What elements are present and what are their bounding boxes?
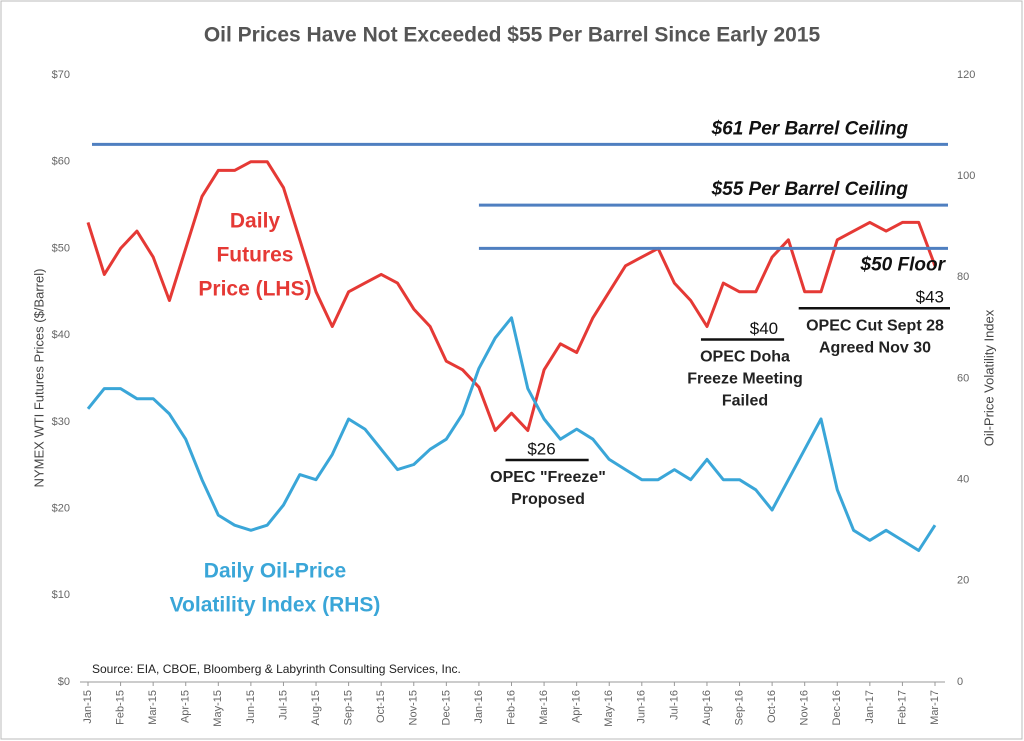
y2-tick-label: 100 <box>957 170 975 182</box>
x-tick-label: Jan-17 <box>864 690 876 724</box>
level-label: $40 <box>750 319 778 338</box>
x-tick-label: Apr-16 <box>571 690 583 723</box>
x-tick-label: Aug-16 <box>701 690 713 725</box>
level-label: $26 <box>527 439 555 458</box>
y2-tick-label: 80 <box>957 271 969 283</box>
x-tick-label: Jun-16 <box>636 690 648 724</box>
y-tick-label: $10 <box>52 589 70 601</box>
level-label: $43 <box>916 288 944 307</box>
series-line <box>86 316 937 552</box>
x-tick-label: Jan-16 <box>473 690 485 724</box>
reference-label: $55 Per Barrel Ceiling <box>711 179 909 200</box>
y2-tick-label: 20 <box>957 575 969 587</box>
y2-tick-label: 120 <box>957 69 975 81</box>
source: Source: EIA, CBOE, Bloomberg & Labyrinth… <box>92 662 461 676</box>
y-axis-title: NYMEX WTI Futures Prices ($/Barrel) <box>31 269 46 488</box>
x-tick-label: May-16 <box>603 690 615 727</box>
x-tick-label: Mar-17 <box>929 690 941 725</box>
y2-tick-label: 60 <box>957 372 969 384</box>
level-note: Agreed Nov 30 <box>819 339 931 356</box>
y2-axis-title: Oil-Price Volatility Index <box>981 309 996 446</box>
x-tick-label: Aug-15 <box>310 690 322 725</box>
x-tick-label: Mar-16 <box>538 690 550 725</box>
series-label: Price (LHS) <box>198 278 311 301</box>
y-tick-label: $30 <box>52 416 70 428</box>
series-label: Daily Oil-Price <box>204 560 346 583</box>
level-note: OPEC Doha <box>700 349 790 366</box>
x-tick-label: Jun-15 <box>245 690 257 724</box>
x-tick-label: Jan-15 <box>82 690 94 724</box>
x-tick-label: Jul-15 <box>277 690 289 720</box>
x-tick-label: Feb-17 <box>896 690 908 725</box>
level-note: Proposed <box>511 491 585 508</box>
x-tick-label: Jul-16 <box>668 690 680 720</box>
x-tick-label: Sep-15 <box>343 690 355 725</box>
x-tick-label: Dec-15 <box>440 690 452 725</box>
y2-tick-label: 0 <box>957 676 963 688</box>
series-label: Volatility Index (RHS) <box>170 594 381 617</box>
x-tick-label: Sep-16 <box>733 690 745 725</box>
series-label: Daily <box>230 210 281 233</box>
y-tick-label: $40 <box>52 329 70 341</box>
chart-title: Oil Prices Have Not Exceeded $55 Per Bar… <box>204 24 821 47</box>
x-tick-label: Feb-15 <box>114 690 126 725</box>
x-tick-label: Feb-16 <box>505 690 517 725</box>
x-tick-label: Apr-15 <box>180 690 192 723</box>
reference-label: $50 Floor <box>860 254 947 275</box>
series-line <box>86 160 937 432</box>
x-tick-label: May-15 <box>212 690 224 727</box>
y-tick-label: $70 <box>52 69 70 81</box>
y2-tick-label: 40 <box>957 474 969 486</box>
x-tick-label: Nov-15 <box>408 690 420 725</box>
series-label: Futures <box>216 244 293 267</box>
level-note: OPEC "Freeze" <box>490 469 606 486</box>
y-tick-label: $60 <box>52 156 70 168</box>
x-tick-label: Nov-16 <box>799 690 811 725</box>
x-tick-label: Oct-15 <box>375 690 387 723</box>
level-note: Failed <box>722 393 768 410</box>
x-tick-label: Dec-16 <box>831 690 843 725</box>
x-tick-label: Mar-15 <box>147 690 159 725</box>
reference-label: $61 Per Barrel Ceiling <box>711 118 909 139</box>
y-tick-label: $20 <box>52 502 70 514</box>
y-tick-label: $0 <box>58 676 70 688</box>
level-note: OPEC Cut Sept 28 <box>806 317 944 334</box>
x-tick-label: Oct-16 <box>766 690 778 723</box>
level-note: Freeze Meeting <box>687 371 803 388</box>
y-tick-label: $50 <box>52 242 70 254</box>
